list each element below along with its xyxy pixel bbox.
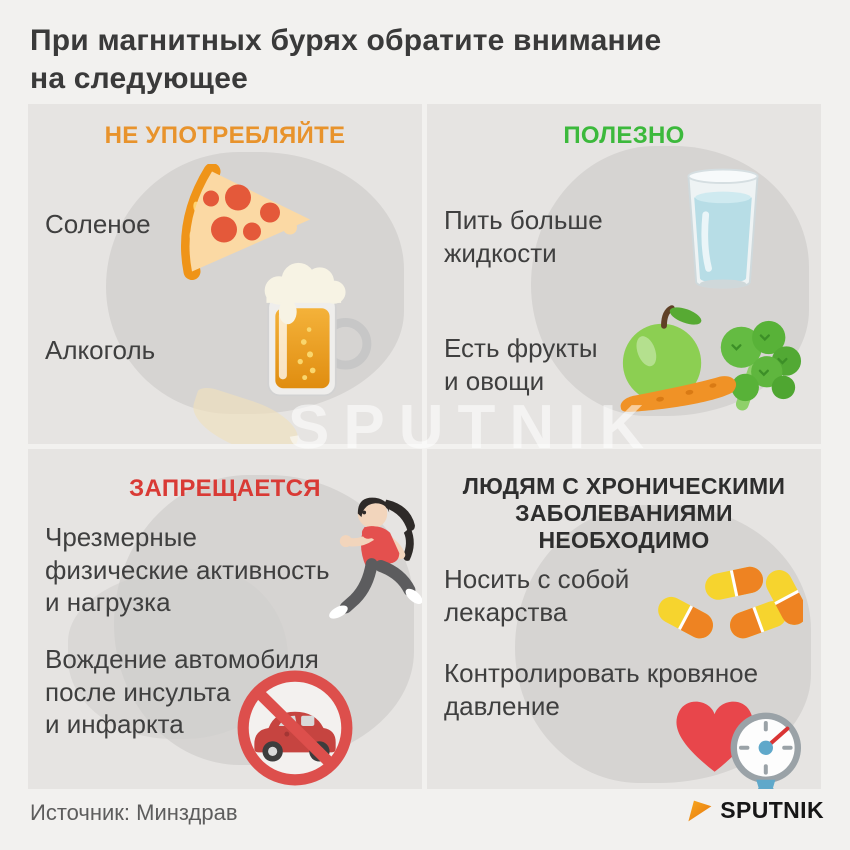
fruits-vegetables-icon [617, 302, 803, 425]
card-useful: ПОЛЕЗНО Пить больше жидкости Есть фрукты… [427, 104, 821, 444]
card-avoid: НЕ УПОТРЕБЛЯЙТЕ Соленое Алкоголь [28, 104, 422, 444]
item-medication-label: Носить с собой лекарства [444, 564, 630, 627]
beer-icon [254, 262, 374, 411]
item-alcohol-label: Алкоголь [45, 335, 156, 365]
sputnik-logo-text: SPUTNIK [720, 797, 824, 823]
pizza-icon [166, 163, 316, 297]
item-activity-label: Чрезмерные физические активность и нагру… [45, 522, 330, 617]
heart-pressure-gauge-icon [665, 679, 809, 789]
pills-icon [651, 555, 808, 656]
no-car-icon [234, 667, 356, 789]
sputnik-flame-icon [688, 800, 712, 821]
item-fruits-label: Есть фрукты и овощи [444, 333, 598, 396]
card-chronic-heading: ЛЮДЯМ С ХРОНИЧЕСКИМИ ЗАБОЛЕВАНИЯМИ НЕОБХ… [462, 473, 786, 554]
page-title: При магнитных бурях обратите внимание на… [30, 24, 662, 96]
cards-grid: НЕ УПОТРЕБЛЯЙТЕ Соленое Алкоголь [28, 104, 822, 790]
item-salty-label: Соленое [45, 209, 151, 239]
card-forbidden-heading: ЗАПРЕЩАЕТСЯ [129, 475, 321, 502]
sputnik-logo: SPUTNIK [686, 797, 824, 824]
water-glass-icon [675, 168, 771, 299]
source-label: Источник: Минздрав [30, 800, 238, 825]
item-driving-label: Вождение автомобиля после инсульта и инф… [45, 644, 319, 739]
card-avoid-heading: НЕ УПОТРЕБЛЯЙТЕ [104, 122, 346, 149]
running-woman-icon [320, 483, 422, 630]
item-pressure-label: Контролировать кровяное давление [444, 658, 759, 721]
item-liquids-label: Пить больше жидкости [444, 205, 603, 268]
card-chronic: ЛЮДЯМ С ХРОНИЧЕСКИМИ ЗАБОЛЕВАНИЯМИ НЕОБХ… [427, 449, 821, 789]
card-forbidden: ЗАПРЕЩАЕТСЯ Чрезмерные физические активн… [28, 449, 422, 789]
card-useful-heading: ПОЛЕЗНО [563, 122, 685, 149]
